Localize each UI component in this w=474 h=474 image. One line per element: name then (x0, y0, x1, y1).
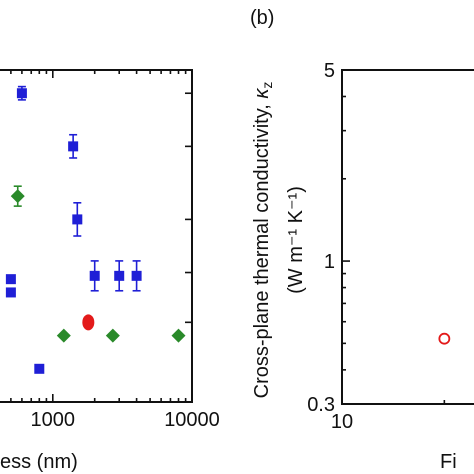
data-point-square (16, 88, 27, 99)
data-point-diamond (56, 328, 71, 343)
right-panel: (b) 0.3 1 5 10 Cross-plane thermal conducti… (250, 7, 474, 473)
right-y-tick-label: 1 (324, 251, 335, 273)
data-point-diamond (105, 328, 120, 343)
data-point-square (89, 270, 100, 281)
right-x-axis-label: Fi (440, 451, 457, 473)
right-y-tick-label: 5 (324, 60, 335, 82)
data-point-square (68, 141, 79, 152)
left-plot-frame (0, 69, 193, 403)
left-panel: 1000 10000 ess (nm) (0, 69, 220, 473)
right-y-axis-label: Cross-plane thermal conductivity, κz (251, 82, 275, 399)
data-point-square (131, 270, 142, 281)
data-point-square (72, 214, 83, 225)
panel-label-b: (b) (250, 7, 274, 29)
right-plot-frame (341, 69, 474, 405)
right-x-tick-label: 10 (331, 411, 353, 433)
left-data-marks (5, 85, 186, 374)
right-axis-ticks: 0.3 1 5 10 (307, 60, 446, 433)
data-point-ellipse (82, 314, 95, 331)
right-y-tick-label: 0.3 (307, 394, 335, 416)
data-point-diamond (171, 328, 186, 343)
data-point-square (5, 274, 16, 285)
left-x-tick-label: 10000 (164, 409, 220, 431)
left-x-axis-label: ess (nm) (0, 451, 78, 473)
data-point-open-circle (438, 332, 451, 345)
data-point-diamond (10, 189, 25, 204)
data-point-square (34, 363, 45, 374)
right-y-axis-units: (W m⁻¹ K⁻¹) (285, 186, 307, 294)
left-x-tick-label: 1000 (31, 409, 76, 431)
data-point-square (5, 287, 16, 298)
right-data-marks (438, 332, 451, 345)
data-point-square (114, 270, 125, 281)
left-axis-ticks: 1000 10000 (10, 70, 220, 431)
